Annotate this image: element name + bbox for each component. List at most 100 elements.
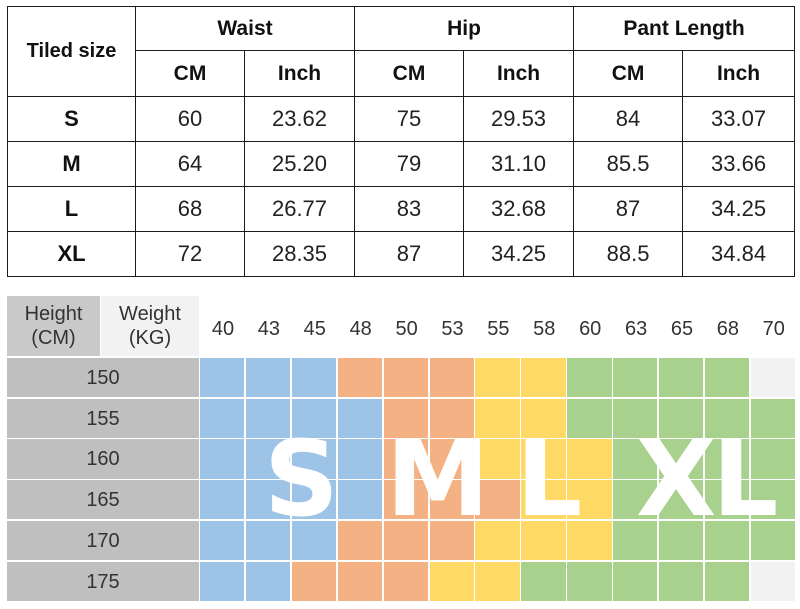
fit-cell-m [337, 358, 383, 398]
fit-cell-s [200, 561, 245, 601]
fit-cell-xl [521, 561, 566, 601]
fit-cell-m [383, 358, 428, 398]
fit-cell-m [429, 398, 474, 438]
fit-cell-xl [613, 520, 658, 560]
fit-cell-s [200, 480, 245, 520]
fit-cell-xl [659, 480, 704, 520]
fit-cell-xl [567, 398, 612, 438]
fit-cell-s [291, 439, 337, 479]
fit-cell-m [429, 520, 474, 560]
fit-cell-xl [659, 398, 704, 438]
waist-header: Waist [134, 6, 356, 51]
fit-cell-s [337, 398, 383, 438]
height-label: 150 [86, 367, 120, 389]
weight-label: 58 [533, 318, 556, 340]
fit-cell-xl [704, 439, 750, 479]
fit-cell-xl [704, 398, 750, 438]
height-label: 155 [86, 407, 120, 430]
fit-cell-l [475, 358, 520, 398]
height-row-label-bg [7, 561, 199, 601]
size-table: Tiled size Waist Hip Pant Length CM Inch… [7, 6, 796, 277]
table-cell: 34.84 [682, 231, 796, 277]
table-row: XL 72 28.35 87 34.25 88.5 34.84 [7, 231, 796, 277]
table-cell: 72 [135, 231, 245, 277]
weight-label: 68 [716, 318, 740, 340]
table-cell: 33.66 [682, 141, 796, 187]
fit-cell-l [567, 520, 612, 560]
fit-cell-s [200, 398, 245, 438]
table-cell: 31.10 [463, 141, 575, 187]
fit-cell-xl [613, 439, 658, 479]
fit-cell-m [291, 561, 337, 601]
height-label: 175 [86, 570, 120, 593]
fit-cell-xl [750, 398, 796, 438]
fit-cell-xl [567, 358, 612, 398]
fit-cell-s [200, 439, 245, 479]
weight-label: 55 [487, 318, 510, 340]
fit-cell-m [383, 520, 428, 560]
weight-header-line2: (KG) [128, 327, 172, 349]
size-letter-s: S [264, 418, 339, 540]
height-row-label-bg [7, 480, 199, 520]
fit-cell-m [429, 358, 474, 398]
fit-cell-l [521, 520, 566, 560]
height-header-line2: (CM) [31, 327, 76, 349]
weight-label: 50 [395, 318, 418, 340]
length-inch-header: Inch [682, 50, 796, 97]
fit-cell-s [291, 480, 337, 520]
weight-label: 60 [579, 318, 602, 340]
fit-cell-s [245, 480, 291, 520]
fit-cell-m [383, 561, 428, 601]
weight-label: 45 [303, 318, 326, 340]
fit-cell-none [750, 358, 796, 398]
fit-cell-xl [613, 358, 658, 398]
table-cell: 88.5 [573, 231, 684, 277]
height-header-line1: Height [24, 303, 83, 325]
fit-cell-m [383, 480, 428, 520]
fit-cell-l [475, 439, 520, 479]
table-cell: 25.20 [243, 141, 356, 187]
weight-header: Weight (KG) [101, 296, 199, 356]
weight-header-strip [200, 296, 797, 356]
fit-cell-l [521, 358, 566, 398]
table-cell: 85.5 [573, 141, 684, 187]
table-cell: 23.62 [243, 96, 356, 142]
fit-cell-s [337, 439, 383, 479]
table-cell: 83 [354, 186, 465, 232]
fit-cell-m [383, 439, 428, 479]
table-cell: 33.07 [682, 96, 796, 142]
fit-cell-l [567, 439, 612, 479]
weight-label: 40 [211, 318, 235, 340]
fit-cell-s [291, 398, 337, 438]
height-label: 160 [86, 448, 120, 471]
fit-cell-l [521, 480, 566, 520]
weight-label: 53 [441, 318, 464, 340]
fit-cell-xl [750, 439, 796, 479]
hip-inch-header: Inch [463, 50, 575, 97]
height-label: 170 [86, 529, 120, 552]
fit-cell-s [200, 520, 245, 560]
size-label: XL [7, 231, 136, 277]
waist-inch-header: Inch [243, 50, 356, 97]
fit-cell-l [521, 439, 566, 479]
fit-cell-xl [704, 480, 750, 520]
fit-cell-s [245, 358, 291, 398]
height-row-label-bg [7, 358, 199, 398]
fit-cell-xl [659, 520, 704, 560]
height-row-label-bg [7, 439, 199, 479]
fit-cell-s [245, 398, 291, 438]
fit-cell-m [337, 561, 383, 601]
weight-label: 65 [670, 318, 694, 340]
fit-cell-m [429, 480, 474, 520]
height-header: Height (CM) [7, 296, 100, 356]
fit-cell-xl [613, 480, 658, 520]
fit-cell-xl [659, 561, 704, 601]
table-cell: 60 [135, 96, 245, 142]
fit-cell-s [337, 480, 383, 520]
hip-cm-header: CM [354, 50, 465, 97]
fit-cell-xl [613, 398, 658, 438]
fit-cell-s [291, 520, 337, 560]
fit-cell-m [383, 398, 428, 438]
weight-header-line1: Weight [119, 303, 181, 325]
